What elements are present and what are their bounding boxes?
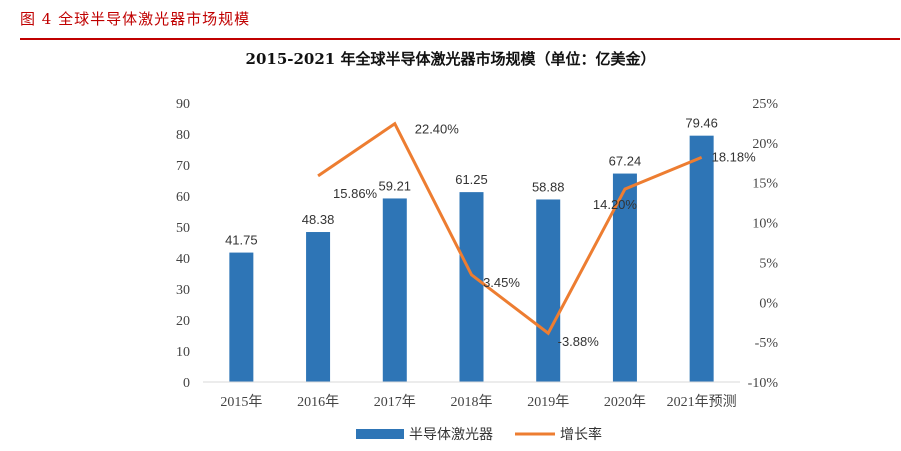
line-data-label: 14.20% — [593, 197, 638, 212]
line-data-label: -3.88% — [558, 334, 600, 349]
figure-caption: 图 4 全球半导体激光器市场规模 — [20, 10, 251, 28]
x-tick-label: 2016年 — [297, 394, 339, 410]
chart-frame — [155, 47, 901, 451]
right-tick-label: 25% — [752, 97, 778, 112]
bar-data-label: 61.25 — [455, 172, 488, 187]
x-axis: 2015年 2016年 2017年 2018年 2019年 2020年 2021年预测 — [203, 381, 740, 410]
left-axis: 0 10 20 30 40 50 60 70 80 90 — [176, 97, 190, 391]
right-tick-label: -5% — [755, 336, 779, 351]
left-tick-label: 50 — [176, 221, 190, 236]
right-tick-label: 10% — [752, 217, 778, 232]
x-tick-label: 2020年 — [604, 394, 646, 410]
x-tick-label: 2021年预测 — [667, 394, 737, 410]
bar-data-label: 41.75 — [225, 233, 258, 248]
bar-data-label: 59.21 — [379, 178, 412, 193]
bar-data-label: 67.24 — [609, 154, 642, 169]
legend-bar-label: 半导体激光器 — [409, 426, 493, 443]
left-tick-label: 90 — [176, 97, 190, 112]
right-tick-label: 15% — [752, 177, 778, 192]
caption-divider — [20, 38, 900, 40]
bar-data-label: 79.46 — [685, 116, 718, 131]
left-tick-label: 80 — [176, 128, 190, 143]
legend-bar-swatch — [356, 429, 404, 439]
left-tick-label: 20 — [176, 314, 190, 329]
legend-line-label: 增长率 — [560, 426, 602, 443]
bar — [459, 192, 484, 382]
left-tick-label: 10 — [176, 345, 190, 360]
left-tick-label: 70 — [176, 159, 190, 174]
left-tick-label: 30 — [176, 283, 190, 298]
line-data-label: 22.40% — [415, 122, 460, 137]
figure-header: 图 4 全球半导体激光器市场规模 — [0, 0, 901, 40]
bar-data-label: 58.88 — [532, 179, 565, 194]
x-tick-label: 2015年 — [220, 394, 262, 410]
line-data-label: 3.45% — [483, 275, 520, 290]
x-tick-label: 2018年 — [451, 394, 493, 410]
left-tick-label: 40 — [176, 252, 190, 267]
right-tick-label: 20% — [752, 137, 778, 152]
line-data-label: 15.86% — [333, 186, 378, 201]
bar-series: 41.75 48.38 59.21 61.25 58.88 67.24 79.46 — [225, 116, 718, 382]
line-series: 15.86% 22.40% 3.45% -3.88% 14.20% 18.18% — [317, 121, 757, 349]
growth-line — [317, 121, 703, 336]
bar — [536, 199, 561, 382]
bar — [382, 198, 407, 382]
right-axis: -10% -5% 0% 5% 10% 15% 20% 25% — [748, 97, 779, 391]
x-tick-label: 2017年 — [374, 394, 416, 410]
legend: 半导体激光器 增长率 — [356, 426, 602, 443]
right-tick-label: 5% — [759, 256, 778, 271]
right-tick-label: 0% — [759, 296, 778, 311]
left-tick-label: 0 — [183, 376, 190, 391]
bar — [306, 232, 331, 382]
bar — [612, 173, 637, 382]
bar — [229, 252, 254, 382]
left-tick-label: 60 — [176, 190, 190, 205]
chart-title: 2015-2021 年全球半导体激光器市场规模（单位：亿美金） — [245, 50, 656, 68]
x-tick-label: 2019年 — [527, 394, 569, 410]
line-data-label: 18.18% — [712, 149, 757, 164]
bar-data-label: 48.38 — [302, 212, 335, 227]
right-tick-label: -10% — [748, 376, 779, 391]
bar — [689, 135, 714, 382]
